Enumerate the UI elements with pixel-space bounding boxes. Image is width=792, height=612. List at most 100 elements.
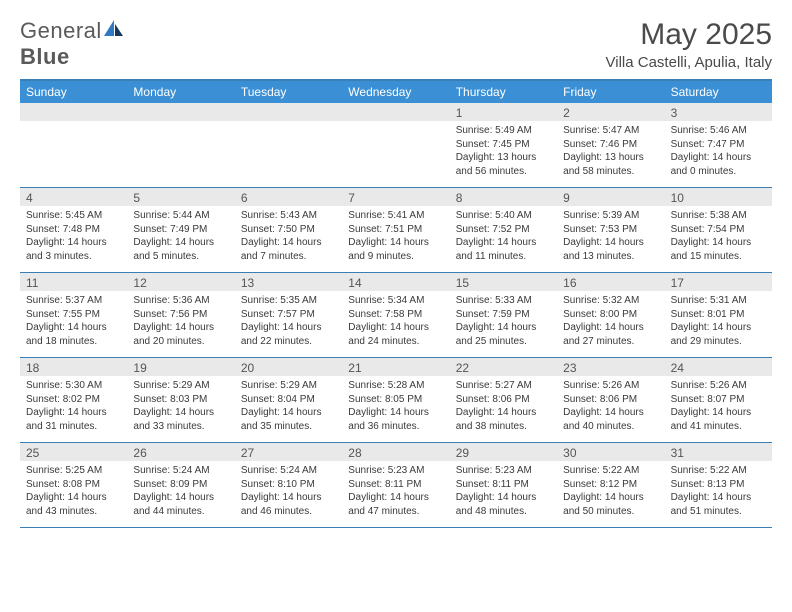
day-cell: 8Sunrise: 5:40 AMSunset: 7:52 PMDaylight… [450,188,557,272]
day-cell: 13Sunrise: 5:35 AMSunset: 7:57 PMDayligh… [235,273,342,357]
day-cell: 4Sunrise: 5:45 AMSunset: 7:48 PMDaylight… [20,188,127,272]
header: GeneralBlue May 2025 Villa Castelli, Apu… [20,18,772,71]
sunset-text: Sunset: 8:04 PM [241,393,336,407]
sunrise-text: Sunrise: 5:39 AM [563,209,658,223]
day-cell: 30Sunrise: 5:22 AMSunset: 8:12 PMDayligh… [557,443,664,527]
day-cell: 22Sunrise: 5:27 AMSunset: 8:06 PMDayligh… [450,358,557,442]
daylight-text: Daylight: 14 hours and 27 minutes. [563,321,658,348]
day-cell: 3Sunrise: 5:46 AMSunset: 7:47 PMDaylight… [665,103,772,187]
day-cell: 9Sunrise: 5:39 AMSunset: 7:53 PMDaylight… [557,188,664,272]
day-cell: 29Sunrise: 5:23 AMSunset: 8:11 PMDayligh… [450,443,557,527]
daylight-text: Daylight: 14 hours and 15 minutes. [671,236,766,263]
day-cell: 12Sunrise: 5:36 AMSunset: 7:56 PMDayligh… [127,273,234,357]
day-number: 1 [450,103,557,121]
day-cell: 25Sunrise: 5:25 AMSunset: 8:08 PMDayligh… [20,443,127,527]
day-number [127,103,234,121]
sunrise-text: Sunrise: 5:47 AM [563,124,658,138]
daylight-text: Daylight: 14 hours and 33 minutes. [133,406,228,433]
sunrise-text: Sunrise: 5:34 AM [348,294,443,308]
sunset-text: Sunset: 8:01 PM [671,308,766,322]
day-number: 8 [450,188,557,206]
day-cell: 10Sunrise: 5:38 AMSunset: 7:54 PMDayligh… [665,188,772,272]
day-number: 27 [235,443,342,461]
sunset-text: Sunset: 8:11 PM [456,478,551,492]
day-number: 11 [20,273,127,291]
daylight-text: Daylight: 14 hours and 50 minutes. [563,491,658,518]
day-cell: 2Sunrise: 5:47 AMSunset: 7:46 PMDaylight… [557,103,664,187]
title-block: May 2025 Villa Castelli, Apulia, Italy [606,18,772,71]
sunset-text: Sunset: 7:50 PM [241,223,336,237]
day-cell: 15Sunrise: 5:33 AMSunset: 7:59 PMDayligh… [450,273,557,357]
sunset-text: Sunset: 8:00 PM [563,308,658,322]
day-number: 4 [20,188,127,206]
week-row: 4Sunrise: 5:45 AMSunset: 7:48 PMDaylight… [20,188,772,273]
day-cell: 28Sunrise: 5:23 AMSunset: 8:11 PMDayligh… [342,443,449,527]
day-cell: 27 Sunrise: 5:24 AMSunset: 8:10 PMDayligh… [235,443,342,527]
day-cell: 14Sunrise: 5:34 AMSunset: 7:58 PMDayligh… [342,273,449,357]
calendar-grid: Sunday Monday Tuesday Wednesday Thursday… [20,79,772,528]
day-number: 17 [665,273,772,291]
day-number [342,103,449,121]
day-number [235,103,342,121]
sunrise-text: Sunrise: 5:43 AM [241,209,336,223]
daylight-text: Daylight: 14 hours and 35 minutes. [241,406,336,433]
sunset-text: Sunset: 8:06 PM [456,393,551,407]
day-cell: 19Sunrise: 5:29 AMSunset: 8:03 PMDayligh… [127,358,234,442]
sunrise-text: Sunrise: 5:33 AM [456,294,551,308]
sunrise-text: Sunrise: 5:40 AM [456,209,551,223]
sunrise-text: Sunrise: 5:45 AM [26,209,121,223]
daylight-text: Daylight: 14 hours and 29 minutes. [671,321,766,348]
day-number [20,103,127,121]
sunrise-text: Sunrise: 5:44 AM [133,209,228,223]
day-cell [235,103,342,187]
week-row: 25Sunrise: 5:25 AMSunset: 8:08 PMDayligh… [20,443,772,528]
day-number: 2 [557,103,664,121]
day-number: 5 [127,188,234,206]
sunset-text: Sunset: 7:56 PM [133,308,228,322]
day-cell: 5Sunrise: 5:44 AMSunset: 7:49 PMDaylight… [127,188,234,272]
daylight-text: Daylight: 14 hours and 38 minutes. [456,406,551,433]
day-cell: 1 Sunrise: 5:49 AMSunset: 7:45 PMDaylight… [450,103,557,187]
sunset-text: Sunset: 7:47 PM [671,138,766,152]
day-number: 9 [557,188,664,206]
daylight-text: Daylight: 14 hours and 11 minutes. [456,236,551,263]
daylight-text: Daylight: 14 hours and 46 minutes. [241,491,336,518]
sunrise-text: Sunrise: 5:49 AM [456,124,551,138]
sunset-text: Sunset: 7:55 PM [26,308,121,322]
sunrise-text: Sunrise: 5:31 AM [671,294,766,308]
sunset-text: Sunset: 7:57 PM [241,308,336,322]
sunrise-text: Sunrise: 5:22 AM [563,464,658,478]
day-number: 21 [342,358,449,376]
sunset-text: Sunset: 7:53 PM [563,223,658,237]
sunset-text: Sunset: 8:10 PM [241,478,336,492]
sunset-text: Sunset: 7:45 PM [456,138,551,152]
daylight-text: Daylight: 14 hours and 24 minutes. [348,321,443,348]
location-text: Villa Castelli, Apulia, Italy [606,54,772,71]
day-number: 14 [342,273,449,291]
day-number: 25 [20,443,127,461]
sunset-text: Sunset: 8:09 PM [133,478,228,492]
day-number: 29 [450,443,557,461]
day-cell: 17 Sunrise: 5:31 AMSunset: 8:01 PMDayligh… [665,273,772,357]
weekday-header: Tuesday [235,81,342,103]
sunrise-text: Sunrise: 5:24 AM [241,464,336,478]
day-number: 7 [342,188,449,206]
sunset-text: Sunset: 8:07 PM [671,393,766,407]
daylight-text: Daylight: 14 hours and 40 minutes. [563,406,658,433]
weekday-header: Wednesday [342,81,449,103]
day-cell: 26Sunrise: 5:24 AMSunset: 8:09 PMDayligh… [127,443,234,527]
sunrise-text: Sunrise: 5:23 AM [348,464,443,478]
daylight-text: Daylight: 14 hours and 41 minutes. [671,406,766,433]
sunset-text: Sunset: 8:12 PM [563,478,658,492]
daylight-text: Daylight: 13 hours and 56 minutes. [456,151,551,178]
sunset-text: Sunset: 7:59 PM [456,308,551,322]
daylight-text: Daylight: 14 hours and 3 minutes. [26,236,121,263]
calendar-page: GeneralBlue May 2025 Villa Castelli, Apu… [0,0,792,540]
day-cell: 6Sunrise: 5:43 AMSunset: 7:50 PMDaylight… [235,188,342,272]
daylight-text: Daylight: 14 hours and 43 minutes. [26,491,121,518]
daylight-text: Daylight: 14 hours and 51 minutes. [671,491,766,518]
sunset-text: Sunset: 8:13 PM [671,478,766,492]
brand-part1: General [20,18,102,43]
day-number: 19 [127,358,234,376]
sunset-text: Sunset: 8:02 PM [26,393,121,407]
